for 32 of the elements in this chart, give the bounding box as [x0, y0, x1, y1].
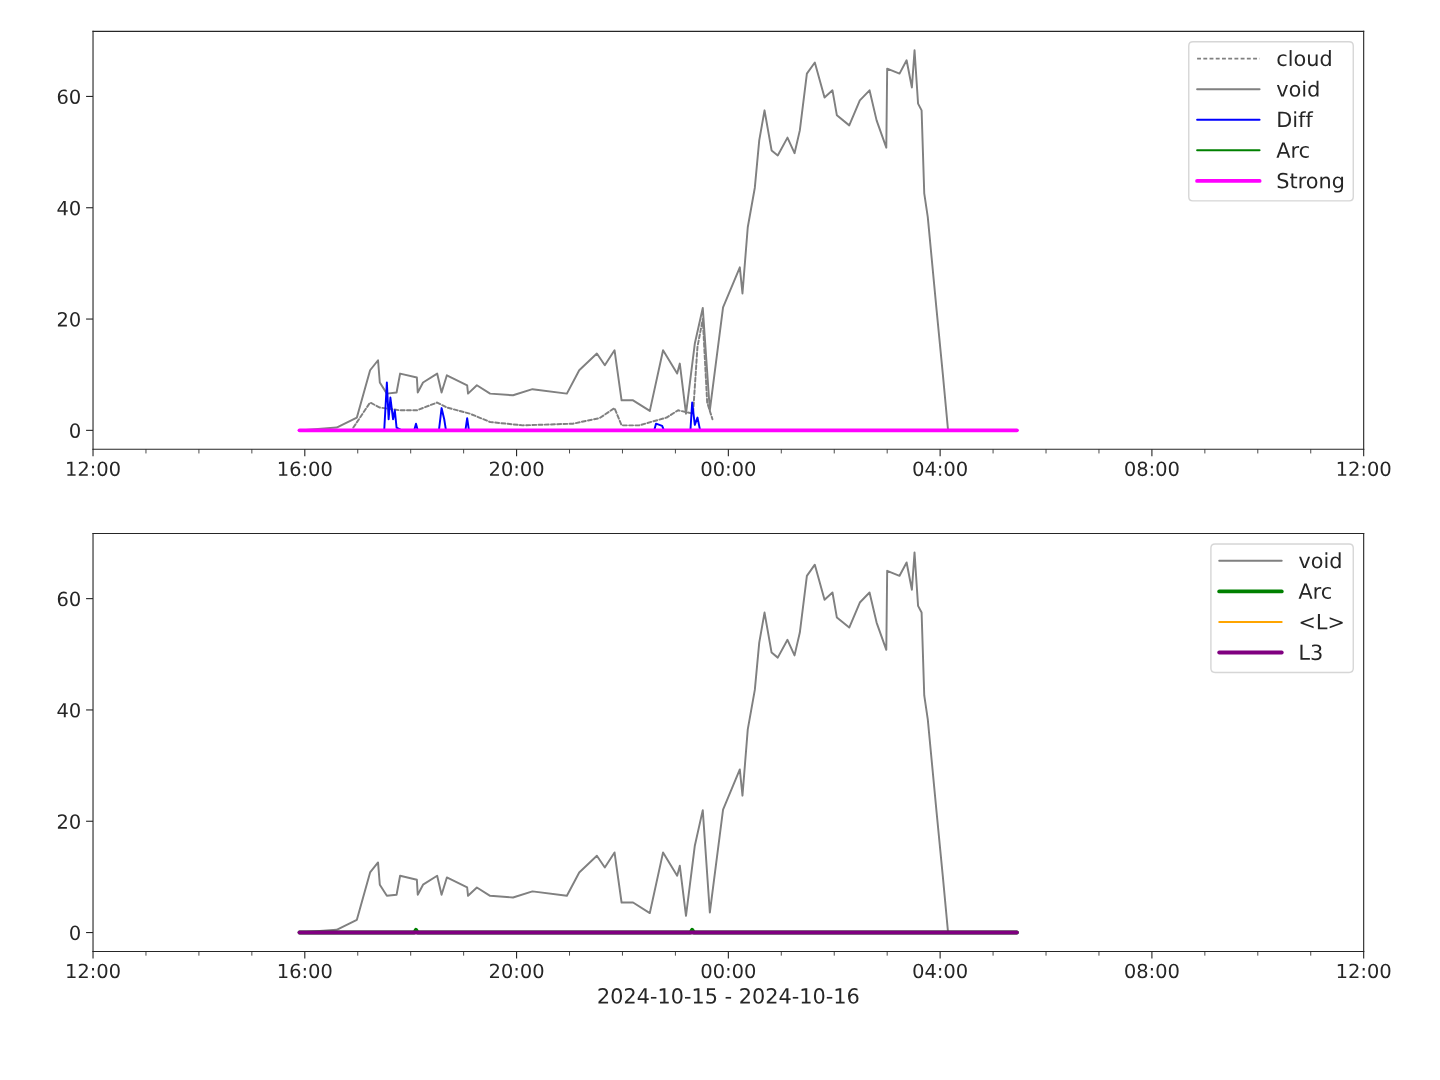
legend-label: Arc — [1298, 583, 1331, 599]
legend-label: Arc — [1276, 142, 1309, 158]
x-tick-label: 12:00 — [1337, 461, 1391, 477]
x-axis-title: 2024-10-15 - 2024-10-16 — [598, 988, 859, 1004]
x-tick-label: 00:00 — [701, 461, 756, 477]
y-tick-label: 20 — [57, 814, 80, 829]
y-tick-label: 40 — [57, 200, 80, 216]
legend-label: cloud — [1277, 50, 1331, 67]
x-tick-label: 04:00 — [913, 461, 967, 477]
legend-label: Diff — [1278, 111, 1314, 128]
y-tick-label: 20 — [57, 312, 80, 327]
x-tick-label: 04:00 — [913, 963, 967, 979]
x-tick-label: 12:00 — [67, 461, 120, 477]
legend-label: <L> — [1300, 614, 1343, 630]
x-tick-label: 00:00 — [701, 963, 756, 979]
legend-label: void — [1299, 552, 1341, 569]
x-tick-label: 08:00 — [1125, 963, 1179, 979]
x-tick-label: 16:00 — [278, 461, 332, 477]
x-tick-label: 12:00 — [1337, 963, 1391, 979]
y-tick-label: 0 — [70, 423, 80, 439]
x-tick-label: 20:00 — [489, 461, 544, 477]
legend-label: L3 — [1300, 644, 1322, 661]
y-tick-label: 60 — [57, 89, 80, 105]
legend-label: void — [1276, 80, 1319, 97]
x-tick-label: 12:00 — [67, 963, 120, 979]
y-tick-label: 40 — [57, 702, 80, 718]
x-tick-label: 16:00 — [278, 963, 332, 979]
y-tick-label: 0 — [70, 925, 80, 941]
legend-label: Strong — [1277, 172, 1344, 193]
x-tick-label: 20:00 — [489, 963, 544, 979]
y-tick-label: 60 — [57, 591, 80, 607]
x-tick-label: 08:00 — [1125, 461, 1179, 477]
